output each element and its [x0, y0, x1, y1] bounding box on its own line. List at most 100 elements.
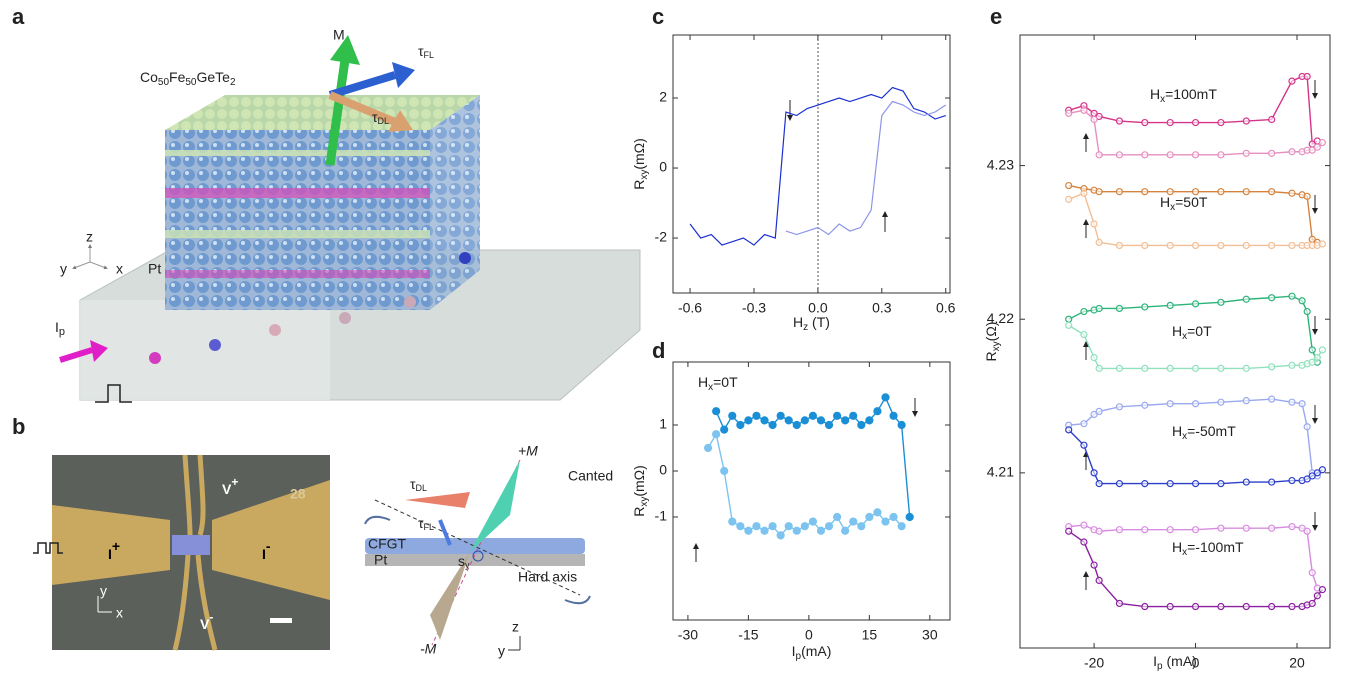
data-point [768, 522, 777, 531]
hard-axis-label: Hard axis [518, 569, 577, 585]
y-tick-label: 4.22 [987, 310, 1014, 326]
device-photo [33, 454, 330, 651]
y-axis-label: Rxy(mΩ) [631, 465, 650, 517]
axis-label: y [100, 583, 107, 599]
data-point [1166, 526, 1174, 534]
x-tick-label: 0 [805, 627, 813, 643]
data-point [1166, 188, 1174, 196]
text: Co [140, 69, 158, 85]
data-point [1288, 241, 1296, 250]
data-point [1095, 238, 1103, 247]
subscript: xy [991, 341, 1002, 351]
panel-label: d [652, 338, 665, 363]
data-point [889, 512, 898, 522]
data-point [1191, 400, 1200, 408]
data-point [857, 522, 866, 531]
data-point [1095, 576, 1103, 585]
data-point [1090, 220, 1098, 228]
annotation: Hx=0T [698, 374, 738, 393]
subscript: z [803, 322, 808, 333]
series-line [689, 86, 946, 246]
data-point [1318, 586, 1326, 594]
data-point [1288, 476, 1296, 485]
data-point [800, 522, 809, 531]
subscript: p [796, 651, 802, 662]
data-point [1115, 526, 1124, 534]
data-point [800, 416, 809, 425]
data-point [1268, 241, 1276, 250]
subscript: 50 [158, 77, 170, 88]
data-point [841, 526, 850, 535]
data-point [1065, 181, 1073, 190]
data-point [1095, 151, 1103, 159]
data-point [1318, 138, 1326, 147]
data-point [1065, 426, 1073, 434]
data-point [1217, 364, 1225, 372]
data-point [1166, 301, 1174, 309]
data-point [816, 526, 826, 535]
pt-label: Pt [148, 261, 161, 277]
contact-label: I+ [108, 538, 120, 562]
data-point [792, 420, 801, 430]
x-tick-label: 0.3 [872, 300, 892, 316]
data-point [728, 517, 737, 526]
data-point [1166, 480, 1174, 488]
data-point [841, 416, 850, 425]
data-point [1303, 192, 1311, 200]
data-point [881, 393, 890, 402]
data-point [1313, 143, 1321, 151]
text: H [793, 314, 803, 330]
data-point [1141, 480, 1149, 488]
superscript: + [112, 538, 120, 554]
data-point [1115, 364, 1124, 372]
x-axis-label: Hz (T) [793, 314, 830, 333]
subscript: x [1182, 547, 1187, 558]
annotation: Hx=100mT [1150, 86, 1217, 105]
symbol: τ [410, 476, 416, 492]
annotation: Hx=-50mT [1172, 423, 1236, 442]
series-line [1068, 524, 1318, 589]
moment-label: M [333, 27, 345, 43]
subscript: FL [424, 50, 435, 60]
data-point [1298, 400, 1306, 408]
data-point [1115, 304, 1124, 313]
text: =-50mT [1187, 423, 1236, 439]
data-point [1095, 480, 1103, 488]
data-point [1242, 524, 1250, 532]
data-point [1095, 112, 1103, 121]
data-point [1308, 358, 1316, 366]
x-tick-label: -20 [1084, 655, 1104, 671]
subscript: 50 [185, 77, 197, 88]
data-point [1268, 478, 1276, 486]
data-point [1115, 241, 1124, 250]
data-point [1242, 149, 1250, 157]
series-line [707, 432, 903, 537]
text: Fe [169, 69, 186, 85]
superscript: + [231, 475, 238, 489]
data-point [1217, 188, 1225, 196]
data-point [1268, 524, 1276, 532]
text: H [1172, 539, 1182, 555]
data-point [1217, 151, 1225, 159]
symbol: τ [418, 515, 424, 531]
text: R [983, 351, 999, 361]
data-point [1115, 403, 1124, 411]
data-point [1141, 364, 1149, 372]
data-point [1308, 569, 1316, 577]
data-point [1242, 397, 1250, 405]
symbol: s [458, 553, 465, 569]
data-point [752, 522, 761, 531]
data-point [1080, 441, 1088, 449]
data-point [1217, 241, 1225, 250]
data-point [1080, 538, 1088, 546]
data-point [1288, 292, 1296, 300]
data-point [1191, 300, 1200, 308]
text: R [631, 507, 647, 517]
subscript: 2 [230, 77, 236, 88]
data-point [1090, 410, 1098, 419]
canted-schematic [364, 459, 591, 651]
data-point [1090, 115, 1098, 124]
y-tick-label: -2 [655, 229, 668, 245]
data-point [1308, 599, 1316, 608]
data-point [1288, 361, 1296, 369]
